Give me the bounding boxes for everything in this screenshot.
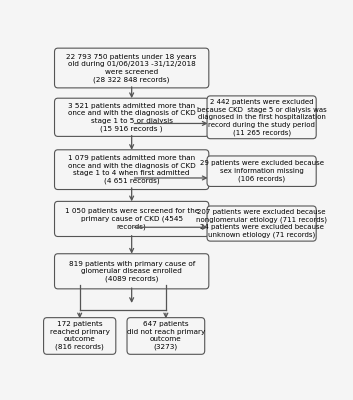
Text: 819 patients with primary cause of
glomerular disease enrolled
(4089 records): 819 patients with primary cause of glome… xyxy=(68,260,195,282)
Text: 3 521 patients admitted more than
once and with the diagnosis of CKD
stage 1 to : 3 521 patients admitted more than once a… xyxy=(68,103,196,132)
FancyBboxPatch shape xyxy=(43,318,116,354)
FancyBboxPatch shape xyxy=(54,150,209,190)
Text: 207 patients were excluded because
nonglomerular etiology (711 records)
24 patie: 207 patients were excluded because nongl… xyxy=(196,209,327,238)
FancyBboxPatch shape xyxy=(54,98,209,136)
FancyBboxPatch shape xyxy=(54,48,209,88)
FancyBboxPatch shape xyxy=(54,254,209,289)
FancyBboxPatch shape xyxy=(207,206,316,241)
Text: 172 patients
reached primary
outcome
(816 records): 172 patients reached primary outcome (81… xyxy=(50,322,110,350)
Text: 1 050 patients were screened for the
primary cause of CKD (4545
records): 1 050 patients were screened for the pri… xyxy=(65,208,199,230)
FancyBboxPatch shape xyxy=(127,318,205,354)
FancyBboxPatch shape xyxy=(207,156,316,186)
Text: 1 079 patients admitted more than
once and with the diagnosis of CKD
stage 1 to : 1 079 patients admitted more than once a… xyxy=(68,155,196,184)
Text: 29 patients were excluded because
sex information missing
(106 records): 29 patients were excluded because sex in… xyxy=(199,160,324,182)
FancyBboxPatch shape xyxy=(54,201,209,236)
Text: 22 793 750 patients under 18 years
old during 01/06/2013 -31/12/2018
were screen: 22 793 750 patients under 18 years old d… xyxy=(66,54,197,82)
Text: 647 patients
did not reach primary
outcome
(3273): 647 patients did not reach primary outco… xyxy=(127,322,205,350)
Text: 2 442 patients were excluded
because CKD  stage 5 or dialysis was
diagnosed in t: 2 442 patients were excluded because CKD… xyxy=(197,99,327,136)
FancyBboxPatch shape xyxy=(207,96,316,139)
